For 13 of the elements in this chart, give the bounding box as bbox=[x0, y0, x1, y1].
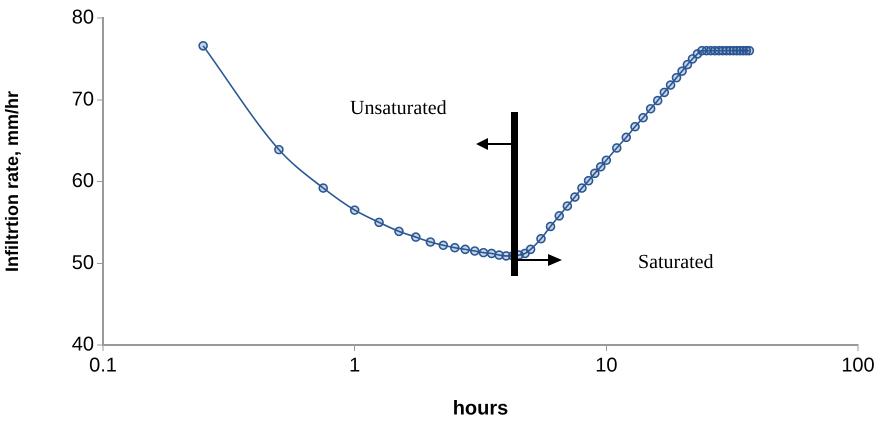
y-tick-label: 80 bbox=[72, 6, 94, 29]
x-axis-title: hours bbox=[452, 398, 508, 420]
annotation: Saturated bbox=[638, 251, 714, 273]
x-tick-label: 100 bbox=[841, 354, 875, 377]
y-tick-label: 50 bbox=[72, 252, 94, 274]
y-tick-label: 40 bbox=[72, 334, 94, 356]
y-tick-label: 70 bbox=[72, 88, 94, 110]
y-tick-label: 60 bbox=[72, 170, 94, 192]
x-tick-label: 10 bbox=[595, 354, 618, 377]
y-axis-title: Infiltrtion rate, mm/hr bbox=[2, 90, 22, 272]
x-tick-label: 1 bbox=[349, 354, 360, 377]
annotation: Unsaturated bbox=[350, 97, 447, 119]
x-tick-label: 0.1 bbox=[89, 354, 117, 377]
